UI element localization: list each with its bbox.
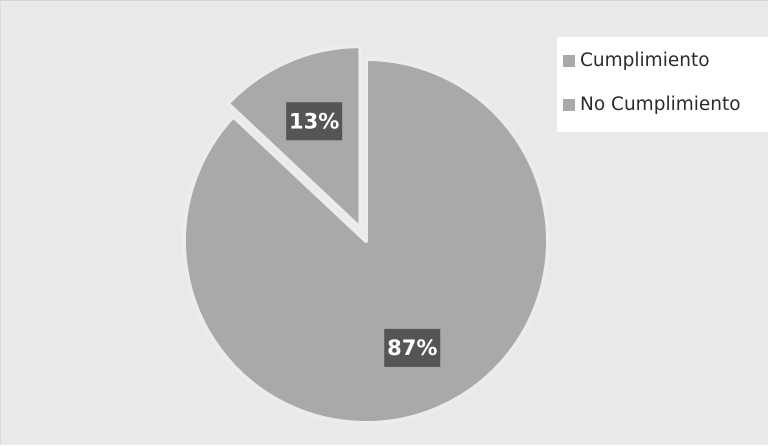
pie-slice-cumplimiento: [182, 57, 550, 425]
legend-item-no-cumplimiento: No Cumplimiento: [563, 94, 768, 115]
data-label-box: [384, 328, 441, 367]
data-label-text: 13%: [289, 109, 339, 133]
data-label-cumplimiento: 87%: [384, 328, 441, 367]
data-label-box: [286, 102, 343, 141]
data-label-text: 87%: [387, 336, 437, 360]
legend: Cumplimiento No Cumplimiento: [557, 37, 768, 132]
legend-swatch-cumplimiento: [563, 54, 575, 67]
legend-item-cumplimiento: Cumplimiento: [563, 50, 768, 71]
legend-label-cumplimiento: Cumplimiento: [580, 50, 710, 71]
data-label-no-cumplimiento: 13%: [286, 102, 343, 141]
legend-swatch-no-cumplimiento: [563, 98, 575, 111]
legend-label-no-cumplimiento: No Cumplimiento: [580, 94, 741, 115]
